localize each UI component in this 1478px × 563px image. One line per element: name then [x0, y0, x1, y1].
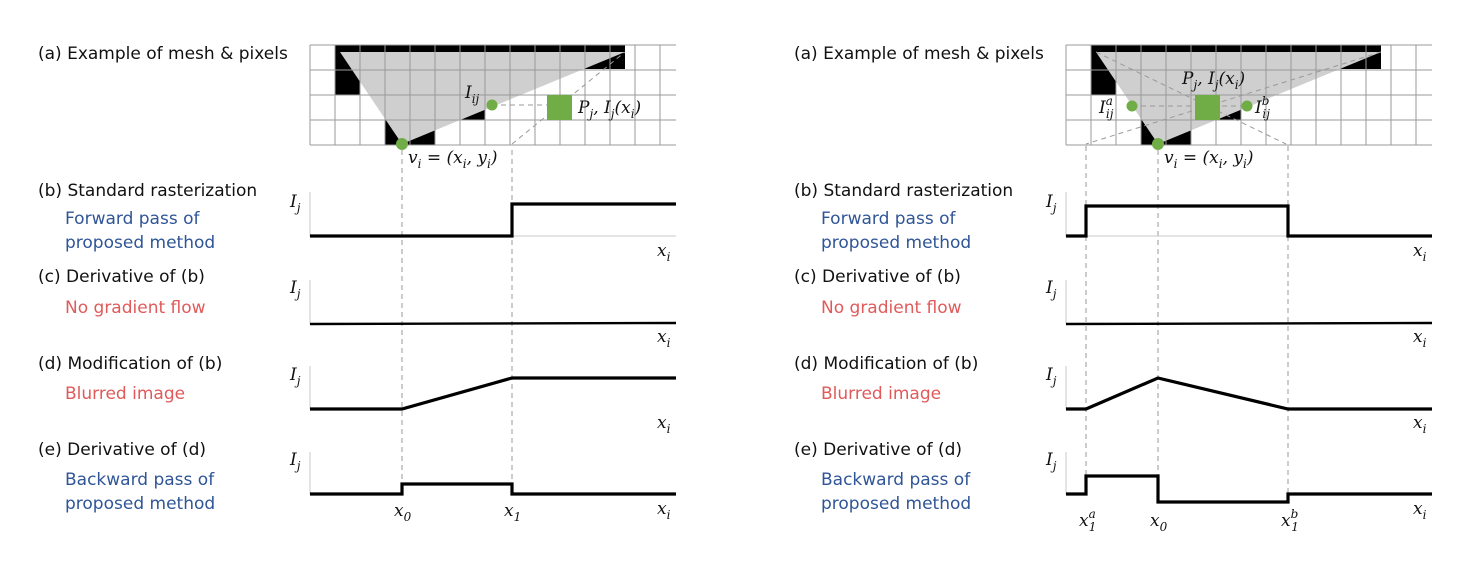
graph-e-left: Ij xi x0 x1: [289, 450, 676, 524]
label-pj-ij: Pj, Ij(xi): [1181, 69, 1245, 92]
note-e-line1: Backward pass of: [821, 470, 971, 490]
note-b-line1: Forward pass of: [65, 209, 200, 229]
tick-label-x1a: xa 1: [1079, 507, 1096, 534]
graph-b-right: Ij xi: [1045, 192, 1432, 264]
y-label: Ij: [289, 192, 301, 215]
mesh-diagram-left: Iij Pj, Ij(xi) vi = (xi, yi): [309, 44, 676, 171]
mesh-triangle: [340, 52, 625, 144]
title-e: (e) Derivative of (d): [794, 440, 962, 460]
pixel-grid-lines: [1065, 44, 1432, 146]
y-label: Ij: [1045, 365, 1057, 388]
x-label: xi: [657, 327, 671, 350]
label-iij-b: Ib ij: [1254, 94, 1270, 121]
box-signal: [310, 482, 676, 496]
tick-label-x0: x0: [394, 501, 412, 524]
x-label: xi: [1413, 499, 1427, 522]
tick-label-x1b: xb 1: [1281, 507, 1299, 534]
graph-e-right: Ij xi xa 1 x0 xb 1: [1045, 450, 1432, 534]
y-label: Ij: [1045, 192, 1057, 215]
y-label: Ij: [289, 450, 301, 473]
note-d: Blurred image: [65, 384, 185, 404]
title-e: (e) Derivative of (d): [38, 440, 206, 460]
step-signal: [310, 202, 676, 238]
target-pixel: [1195, 95, 1220, 120]
vertex-point: [396, 138, 408, 150]
note-e-line2: proposed method: [821, 494, 971, 514]
tick-label-x1: x1: [504, 501, 521, 524]
note-b-line2: proposed method: [821, 233, 971, 253]
title-c: (c) Derivative of (b): [794, 267, 961, 287]
step-signal: [1066, 204, 1432, 238]
label-pj-ij: Pj, Ij(xi): [577, 98, 641, 121]
note-c: No gradient flow: [65, 298, 206, 318]
label-iij: Iij: [464, 83, 480, 106]
tent-signal: [1066, 376, 1432, 411]
title-b: (b) Standard rasterization: [38, 181, 257, 201]
note-e-line2: proposed method: [65, 494, 215, 514]
note-d: Blurred image: [821, 384, 941, 404]
title-a: (a) Example of mesh & pixels: [794, 44, 1044, 64]
mesh-triangle: [1096, 52, 1381, 144]
intersection-point-a: [1126, 100, 1138, 112]
right-panel: (a) Example of mesh & pixels (b) Standar…: [794, 44, 1433, 534]
y-label: Ij: [1045, 278, 1057, 301]
x-label: xi: [657, 241, 671, 264]
label-iij-a: Ia ij: [1098, 94, 1114, 121]
left-panel: (a) Example of mesh & pixels (b) Standar…: [38, 44, 677, 524]
zero-signal: [1065, 321, 1433, 326]
note-b-line1: Forward pass of: [821, 209, 956, 229]
graph-c-right: Ij xi: [1045, 278, 1433, 350]
target-pixel: [547, 95, 572, 120]
x-label: xi: [657, 413, 671, 436]
mesh-diagram-right: Pj, Ij(xi) Ia ij Ib ij vi = (xi, yi): [1065, 44, 1432, 171]
x-label: xi: [1413, 413, 1427, 436]
title-d: (d) Modification of (b): [38, 354, 222, 374]
x-label: xi: [1413, 241, 1427, 264]
graph-d-left: Ij xi: [289, 365, 676, 436]
note-b-line2: proposed method: [65, 233, 215, 253]
tick-label-x0: x0: [1150, 511, 1168, 534]
x-label: xi: [657, 499, 671, 522]
intersection-point-b: [1241, 100, 1253, 112]
graph-c-left: Ij xi: [289, 278, 677, 350]
pulse-signal: [1066, 474, 1432, 504]
title-b: (b) Standard rasterization: [794, 181, 1013, 201]
note-c: No gradient flow: [821, 298, 962, 318]
y-label: Ij: [289, 278, 301, 301]
label-vertex: vi = (xi, yi): [408, 148, 497, 171]
projection-line-a: [1095, 51, 1287, 145]
title-c: (c) Derivative of (b): [38, 267, 205, 287]
graph-b-left: Ij xi: [289, 192, 676, 264]
projection-line-b: [1085, 51, 1382, 145]
y-label: Ij: [289, 365, 301, 388]
intersection-point: [486, 99, 498, 111]
pixel-grid-lines: [309, 44, 676, 146]
title-d: (d) Modification of (b): [794, 354, 978, 374]
title-a: (a) Example of mesh & pixels: [38, 44, 288, 64]
vertex-point: [1152, 138, 1164, 150]
y-label: Ij: [1045, 450, 1057, 473]
graph-d-right: Ij xi: [1045, 365, 1432, 436]
label-vertex: vi = (xi, yi): [1164, 148, 1253, 171]
zero-signal: [309, 321, 677, 326]
x-label: xi: [1413, 327, 1427, 350]
ramp-signal: [310, 376, 676, 411]
note-e-line1: Backward pass of: [65, 470, 215, 490]
